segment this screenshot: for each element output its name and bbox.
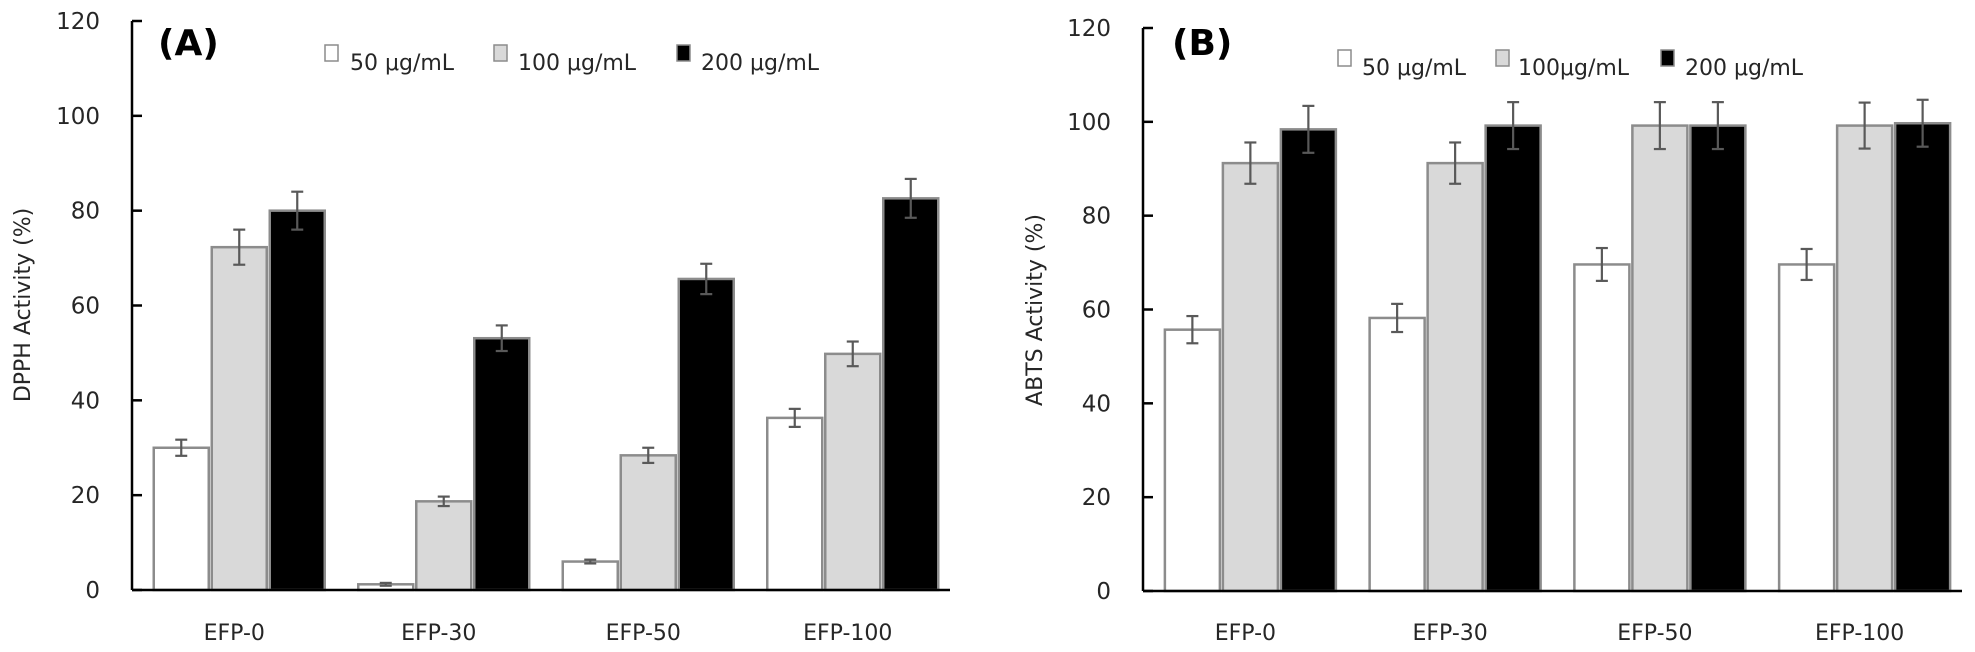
bar-efp-30-series-2 [415, 500, 473, 592]
y-tick-label: 20 [1082, 485, 1111, 511]
legend-label-200: 200 μg/mL [701, 51, 820, 76]
legend-label-100: 100 μg/mL [518, 51, 637, 76]
panel-label: (A) [158, 23, 219, 64]
error-bar [437, 495, 450, 508]
y-tick-label: 20 [71, 483, 100, 509]
bar-efp-100-series-1 [766, 416, 824, 592]
error-bar [1858, 101, 1871, 150]
y-tick-label: 80 [1082, 204, 1111, 230]
error-bar [584, 558, 597, 565]
y-tick-label: 40 [1082, 391, 1111, 417]
error-bar [379, 581, 392, 587]
y-tick-label: 100 [1067, 110, 1111, 136]
legend-swatch-50 [324, 44, 339, 62]
bar-efp-50-series-1 [561, 560, 619, 592]
y-tick-label: 100 [56, 104, 100, 130]
legend-label-100: 100μg/mL [1518, 56, 1630, 81]
x-category-label: EFP-50 [606, 621, 681, 646]
bar-efp-100-series-2 [824, 352, 882, 592]
y-tick-label: 80 [71, 199, 100, 225]
error-bar [233, 228, 246, 266]
legend: 50 μg/mL 100 μg/mL 200 μg/mL [324, 44, 820, 76]
panel-a-chart: DPPH Activity (%) (A) 50 μg/mL 100 μg/mL… [11, 9, 950, 646]
panel-b-chart: ABTS Activity (%) (B) 50 μg/mL 100μg/mL … [1023, 16, 1962, 646]
error-bar [1711, 101, 1724, 151]
y-axis-title: DPPH Activity (%) [11, 208, 36, 402]
bar-efp-30-series-3 [473, 336, 531, 592]
error-bar [495, 324, 508, 353]
legend-label-200: 200 μg/mL [1685, 56, 1804, 81]
bar-efp-30-series-3 [1484, 124, 1542, 593]
error-bar [642, 446, 655, 465]
legend-label-50: 50 μg/mL [350, 51, 455, 76]
bar-efp-100-series-3 [882, 197, 940, 592]
x-category-label: EFP-30 [401, 621, 476, 646]
y-tick-label: 0 [85, 578, 100, 604]
bar-efp-50-series-3 [1689, 124, 1747, 593]
bar-efp-100-series-1 [1777, 263, 1836, 593]
error-bar [1449, 141, 1462, 185]
error-bar [1595, 246, 1608, 282]
y-tick-label: 60 [71, 294, 100, 320]
y-tick-label: 40 [71, 388, 100, 414]
error-bar [788, 407, 801, 428]
y-axis-title: ABTS Activity (%) [1023, 214, 1048, 406]
bar-efp-100-series-2 [1835, 124, 1894, 593]
error-bar [291, 190, 304, 231]
legend-swatch-100 [1495, 49, 1510, 67]
x-category-label: EFP-100 [1815, 621, 1904, 646]
error-bar [1244, 141, 1257, 185]
legend-swatch-200 [1660, 49, 1675, 67]
legend: 50 μg/mL 100μg/mL 200 μg/mL [1337, 49, 1804, 81]
error-bar [846, 340, 859, 368]
x-category-label: EFP-0 [204, 621, 265, 646]
y-tick-label: 60 [1082, 298, 1111, 324]
bar-efp-0-series-2 [1221, 161, 1280, 593]
error-bar [175, 438, 188, 457]
error-bar [904, 177, 917, 219]
x-category-label: EFP-100 [803, 621, 892, 646]
bar-efp-0-series-2 [210, 245, 268, 592]
y-tick-label: 0 [1096, 579, 1111, 605]
bar-efp-0-series-3 [1279, 128, 1338, 593]
bar-efp-0-series-1 [152, 446, 210, 592]
bar-efp-50-series-2 [1631, 124, 1689, 593]
legend-swatch-100 [493, 44, 508, 62]
error-bar [1507, 101, 1520, 151]
y-tick-label: 120 [1067, 16, 1111, 42]
error-bar [1916, 98, 1929, 148]
x-category-label: EFP-0 [1215, 621, 1276, 646]
bar-efp-100-series-3 [1893, 121, 1952, 593]
legend-swatch-50 [1337, 49, 1352, 67]
bar-efp-50-series-1 [1573, 263, 1631, 593]
panel-label: (B) [1172, 23, 1232, 64]
error-bar [1653, 101, 1666, 151]
y-tick-label: 120 [56, 9, 100, 35]
legend-label-50: 50 μg/mL [1362, 56, 1467, 81]
bar-efp-0-series-1 [1163, 328, 1222, 593]
bar-efp-50-series-3 [677, 277, 735, 592]
x-category-label: EFP-50 [1617, 621, 1692, 646]
error-bar [700, 262, 713, 296]
bar-efp-30-series-1 [1368, 316, 1426, 593]
bar-efp-30-series-2 [1426, 161, 1484, 593]
error-bar [1186, 314, 1199, 345]
legend-swatch-200 [676, 44, 691, 62]
bar-efp-50-series-2 [619, 454, 677, 592]
error-bar [1800, 247, 1813, 282]
error-bar [1302, 104, 1315, 154]
x-category-label: EFP-30 [1412, 621, 1487, 646]
bar-efp-0-series-3 [268, 209, 326, 592]
error-bar [1391, 302, 1404, 334]
